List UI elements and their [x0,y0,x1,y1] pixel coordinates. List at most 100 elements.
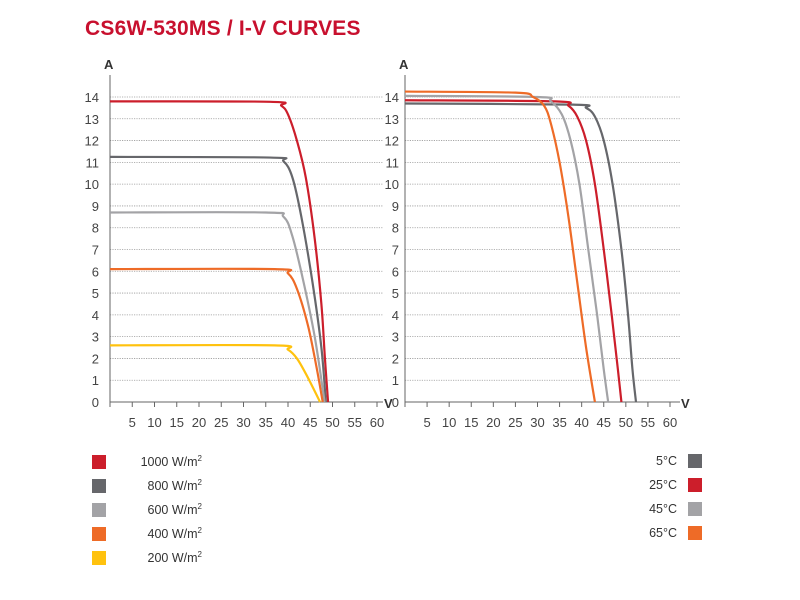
y-tick-label: 7 [92,243,99,258]
legend-label-superscript: 2 [197,550,202,559]
y-tick-label: 8 [392,221,399,236]
legend-label-superscript: 2 [197,526,202,535]
x-tick-label: 10 [442,415,456,430]
legend-item: 200 W/m2 [92,550,202,565]
x-tick-label: 5 [423,415,430,430]
y-tick-label: 3 [392,330,399,345]
x-tick-label: 55 [641,415,655,430]
x-tick-label: 45 [303,415,317,430]
y-axis-unit: A [104,57,114,72]
series-line-400-w-m2 [109,267,324,403]
y-tick-label: 12 [385,134,399,149]
legend-swatch [92,502,106,517]
series-line-200-w-m2 [109,343,322,403]
y-tick-label: 0 [392,395,399,410]
y-tick-label: 5 [92,286,99,301]
legend-swatch [688,502,702,516]
legend-label: 400 W/m2 [106,526,202,541]
legend-swatch [688,454,702,468]
x-tick-label: 30 [530,415,544,430]
legend-item: 800 W/m2 [92,478,202,493]
x-tick-label: 25 [214,415,228,430]
y-tick-label: 14 [85,90,99,105]
y-tick-label: 11 [386,155,400,170]
y-tick-label: 12 [85,134,99,149]
legend-item: 25°C [617,478,702,492]
legend-label: 800 W/m2 [106,478,202,493]
legend-label: 1000 W/m2 [106,454,202,469]
y-tick-label: 9 [392,199,399,214]
y-tick-label: 10 [385,177,399,192]
x-tick-label: 40 [281,415,295,430]
y-tick-label: 14 [385,90,399,105]
x-tick-label: 25 [508,415,522,430]
x-tick-label: 50 [325,415,339,430]
legend-swatch [92,478,106,493]
legend-label-superscript: 2 [197,502,202,511]
y-tick-label: 9 [92,199,99,214]
series-line-45-c [404,94,610,403]
series-line-65-c [404,90,597,403]
legend-item: 65°C [617,526,702,540]
y-tick-label: 4 [392,308,399,323]
y-tick-label: 13 [385,112,399,127]
page-title: CS6W-530MS / I-V CURVES [85,17,361,40]
x-tick-label: 15 [464,415,478,430]
legend-label-text: 1000 W/m [140,455,198,470]
y-axis-unit: A [399,57,409,72]
series-line-600-w-m2 [109,211,326,403]
legend-label: 200 W/m2 [106,550,202,565]
x-tick-label: 55 [348,415,362,430]
x-tick-label: 35 [259,415,273,430]
y-tick-label: 1 [92,373,99,388]
x-tick-label: 30 [236,415,250,430]
y-tick-label: 1 [392,373,399,388]
legend-item: 45°C [617,502,702,516]
legend-label-superscript: 2 [197,454,202,463]
x-tick-label: 45 [597,415,611,430]
legend-item: 400 W/m2 [92,526,202,541]
y-tick-label: 10 [85,177,99,192]
y-tick-label: 13 [85,112,99,127]
series-line-5-c [404,102,638,403]
x-tick-label: 15 [170,415,184,430]
series-line-800-w-m2 [109,155,327,403]
x-tick-label: 20 [486,415,500,430]
y-tick-label: 8 [92,221,99,236]
legend-label-text: 600 W/m [147,503,198,518]
legend-label: 65°C [649,526,677,540]
y-tick-label: 6 [92,264,99,279]
legend-label: 5°C [656,454,677,468]
y-tick-label: 7 [392,243,399,258]
x-tick-label: 20 [192,415,206,430]
legend-swatch [92,454,106,469]
y-tick-label: 2 [92,351,99,366]
legend-swatch [92,526,106,541]
legend-item: 1000 W/m2 [92,454,202,469]
y-tick-label: 4 [92,308,99,323]
x-tick-label: 50 [619,415,633,430]
legend-label-superscript: 2 [197,478,202,487]
legend-label-text: 200 W/m [147,551,198,566]
legend-item: 5°C [617,454,702,468]
y-tick-label: 2 [392,351,399,366]
x-tick-label: 60 [370,415,384,430]
y-tick-label: 6 [392,264,399,279]
legend-label: 25°C [649,478,677,492]
legend-label: 45°C [649,502,677,516]
x-tick-label: 5 [129,415,136,430]
legend-item: 600 W/m2 [92,502,202,517]
legend-label-text: 800 W/m [147,479,198,494]
y-tick-label: 11 [86,155,100,170]
legend-swatch [92,550,106,565]
series-line-1000-w-m2 [109,100,330,403]
series-line-25-c [404,99,623,403]
y-tick-label: 0 [92,395,99,410]
x-axis-unit: V [384,396,393,411]
y-tick-label: 3 [92,330,99,345]
x-tick-label: 35 [552,415,566,430]
x-tick-label: 40 [574,415,588,430]
